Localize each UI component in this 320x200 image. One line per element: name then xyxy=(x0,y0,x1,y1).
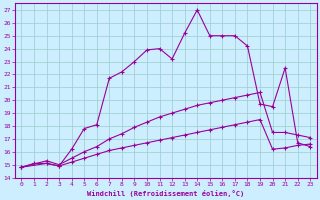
X-axis label: Windchill (Refroidissement éolien,°C): Windchill (Refroidissement éolien,°C) xyxy=(87,190,244,197)
